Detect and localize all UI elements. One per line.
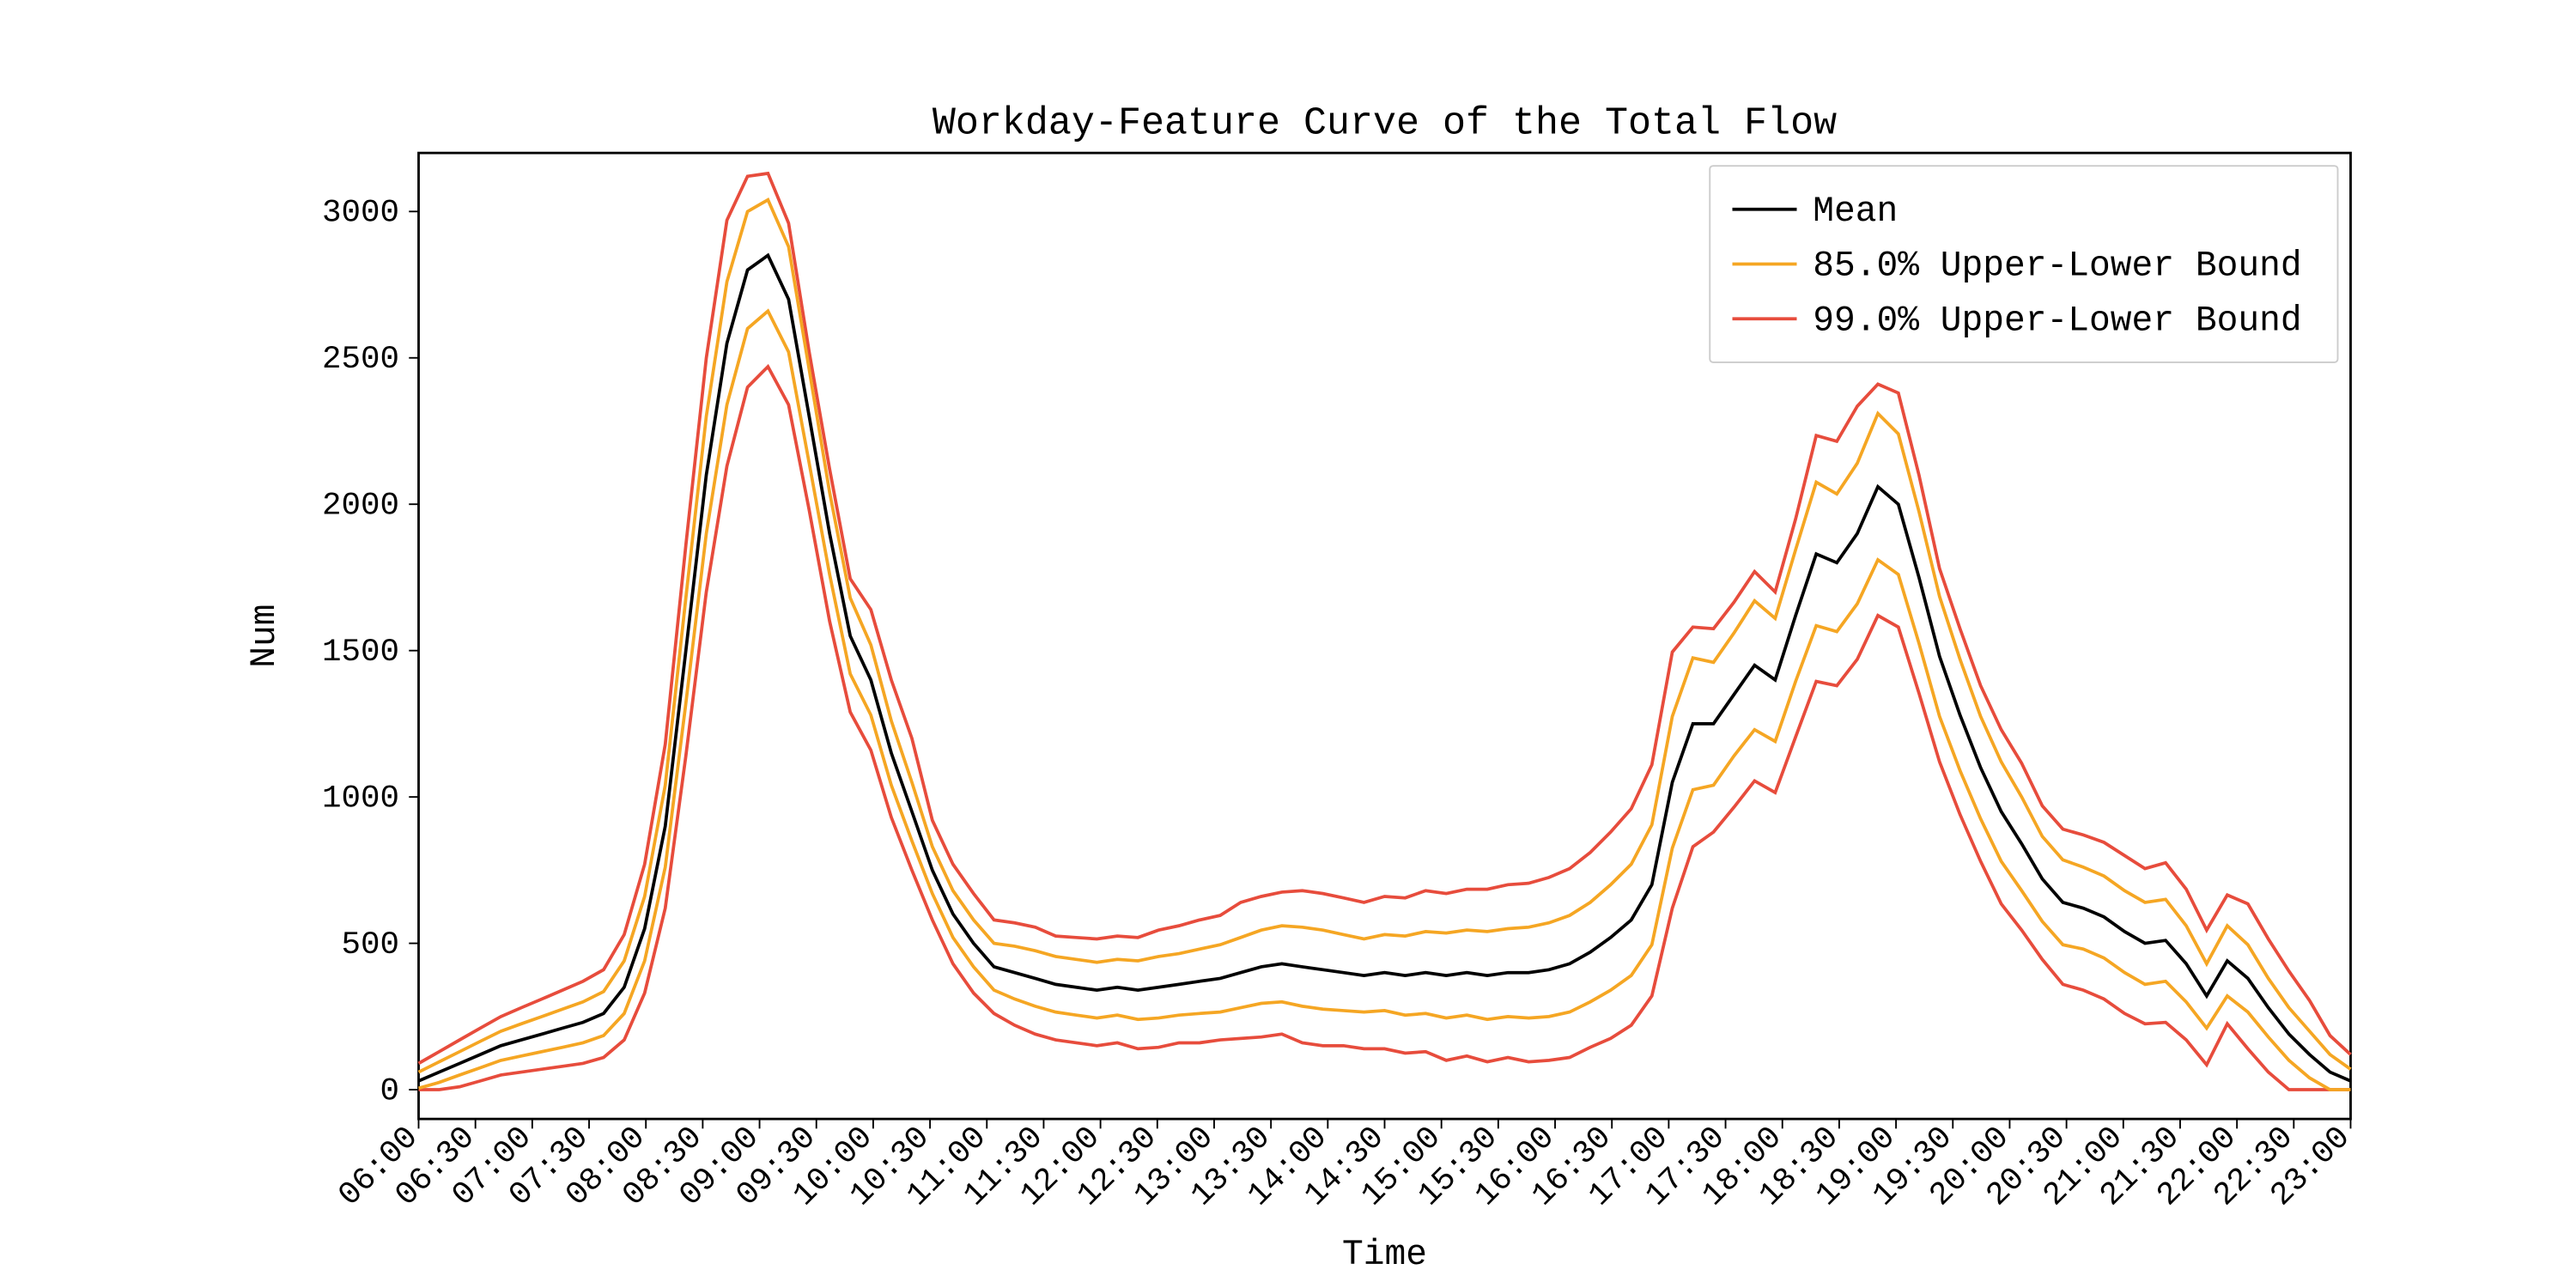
y-tick-label: 3000 bbox=[322, 196, 399, 232]
chart-title: Workday-Feature Curve of the Total Flow bbox=[933, 102, 1837, 146]
legend-label: Mean bbox=[1813, 192, 1898, 232]
chart-container: 05001000150020002500300006:0006:3007:000… bbox=[0, 0, 2576, 1288]
y-tick-label: 0 bbox=[380, 1073, 399, 1109]
y-tick-label: 2000 bbox=[322, 488, 399, 524]
series-lower99 bbox=[419, 367, 2351, 1090]
y-tick-label: 500 bbox=[341, 927, 399, 963]
legend-label: 85.0% Upper-Lower Bound bbox=[1813, 247, 2301, 287]
series-mean bbox=[419, 255, 2351, 1081]
legend-label: 99.0% Upper-Lower Bound bbox=[1813, 301, 2301, 341]
line-chart: 05001000150020002500300006:0006:3007:000… bbox=[0, 0, 2576, 1288]
y-tick-label: 1500 bbox=[322, 635, 399, 671]
y-tick-label: 2500 bbox=[322, 342, 399, 378]
x-axis-label: Time bbox=[1342, 1236, 1427, 1275]
y-axis-label: Num bbox=[246, 604, 285, 667]
y-tick-label: 1000 bbox=[322, 781, 399, 817]
